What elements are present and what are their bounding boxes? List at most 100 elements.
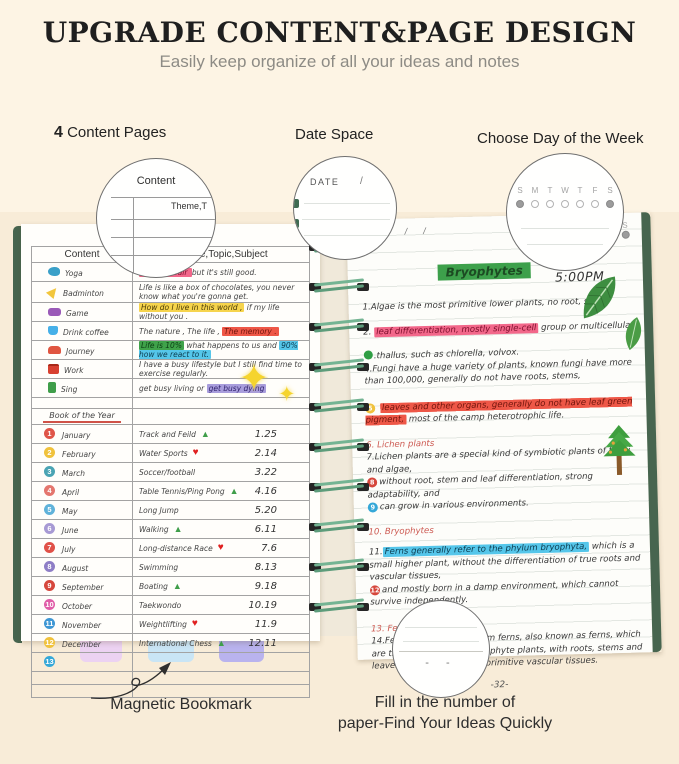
day-dot	[576, 200, 584, 208]
content-pages-text: Content Pages	[62, 124, 167, 141]
month-name: August	[62, 564, 89, 573]
spiral-ring	[306, 558, 372, 574]
month-row: 3 March Soccer/football 3.22	[31, 462, 310, 482]
month-name: March	[62, 469, 86, 478]
theme-text: what happens to us and	[183, 341, 280, 351]
month-activity: Walking	[139, 524, 169, 534]
month-number-badge: 10	[44, 599, 55, 611]
month-date: 3.22	[254, 466, 277, 478]
left-page: Content Content Theme,Topic,Subject Yoga…	[21, 224, 320, 698]
theme-text: I have a busy lifestyle but I still find…	[139, 360, 302, 378]
spiral-ring	[306, 278, 372, 294]
heart-mark: ♥	[192, 447, 199, 458]
month-date: 4.16	[254, 485, 277, 497]
theme-text: but it's still good.	[191, 267, 257, 277]
content-pages-count: 4	[54, 124, 63, 141]
month-name: July	[62, 545, 76, 554]
month-date: 2.14	[254, 447, 277, 459]
day-dot-filled	[621, 230, 630, 239]
book-of-year-heading: Book of the Year	[43, 411, 121, 423]
month-name: February	[62, 450, 96, 459]
activity-name: Work	[64, 366, 84, 375]
month-activity: Boating	[139, 581, 168, 591]
fill-line-2: paper-Find Your Ideas Quickly	[337, 715, 553, 732]
month-activity: Table Tennis/Ping Pong	[139, 486, 225, 496]
microphone-icon	[48, 382, 56, 394]
date-slash: /	[423, 225, 426, 237]
month-name: December	[62, 640, 101, 649]
empty-row	[31, 671, 310, 685]
month-activity: Swimming	[139, 562, 179, 572]
month-row: 11 November Weightlifting ♥ 11.9	[31, 614, 310, 634]
blank-page-number: - -	[425, 657, 457, 669]
month-activity: Weightlifting	[139, 619, 187, 629]
month-name: September	[62, 583, 104, 592]
heart-mark: ♥	[191, 618, 198, 629]
note-section-heading: 10. Bryophytes	[368, 525, 434, 538]
weekday-letter: F	[592, 186, 598, 195]
theme-text: The nature , The life ,	[139, 326, 223, 336]
spiral-ring	[306, 318, 372, 334]
activity-row: Badminton Life is like a box of chocolat…	[31, 281, 310, 303]
heart-mark: ♥	[217, 542, 224, 553]
month-date: 10.19	[248, 599, 277, 611]
day-dot-filled	[606, 200, 614, 208]
triangle-mark: ▲	[200, 428, 210, 439]
weekday-letter: S	[517, 186, 523, 195]
weekday-letter: M	[531, 186, 539, 195]
triangle-mark: ▲	[172, 580, 182, 591]
triangle-mark: ▲	[216, 637, 226, 648]
theme-text: if my life without you .	[139, 303, 280, 321]
month-row: 6 June Walking ▲ 6.11	[31, 519, 310, 539]
weekday-letter: S	[607, 186, 613, 195]
month-activity: Soccer/football	[139, 467, 196, 477]
tree-sticker	[603, 424, 636, 476]
month-name: November	[62, 621, 102, 630]
sparkle-sticker: ✦	[278, 383, 296, 406]
month-activity: Taekwondo	[139, 600, 182, 610]
magnified-theme-partial: Theme,T	[170, 201, 207, 211]
label-content-pages: 4 Content Pages	[54, 124, 166, 142]
month-number-badge: 7	[44, 542, 55, 554]
weekday-letter: T	[577, 186, 583, 195]
triangle-mark: ▲	[229, 485, 239, 496]
spiral-binding	[306, 238, 372, 636]
day-dot-filled	[516, 200, 524, 208]
month-row: 1 January Track and Feild ▲ 1.25	[31, 424, 310, 444]
leaf-sticker	[625, 317, 642, 351]
month-date: 8.13	[254, 561, 277, 573]
activity-name: Drink coffee	[63, 328, 109, 337]
highlight-yellow: How do I live in this world ,	[139, 303, 245, 312]
month-activity: International Chess	[139, 638, 212, 648]
magnified-weekday-dots	[507, 200, 623, 208]
weekday-letter: T	[547, 186, 553, 195]
label-magnetic-bookmark: Magnetic Bookmark	[110, 696, 252, 713]
note-title-highlighted: Bryophytes	[437, 262, 531, 281]
highlight-pink: leaf differentiation, mostly single-cell	[374, 322, 539, 337]
month-number-badge: 11	[44, 618, 55, 630]
month-number-badge: 5	[44, 504, 55, 516]
game-icon	[48, 307, 61, 316]
month-row: 10 October Taekwondo 10.19	[31, 595, 310, 615]
month-number-badge: 13	[44, 656, 55, 668]
activity-row: Game How do I live in this world , if my…	[31, 302, 310, 322]
month-name: April	[62, 488, 80, 497]
spiral-fragment	[294, 199, 299, 208]
fill-line-1: Fill in the number of	[374, 694, 516, 711]
month-row: 12 December International Chess ▲ 12.11	[31, 633, 310, 653]
month-date: 11.9	[254, 618, 277, 630]
spiral-ring	[306, 438, 372, 454]
magnifier-date-space: DATE /	[293, 156, 397, 260]
activity-row: Journey Life is 10% what happens to us a…	[31, 340, 310, 360]
activity-name: Yoga	[65, 269, 83, 278]
month-number-badge: 12	[44, 637, 55, 649]
triangle-mark: ▲	[173, 523, 183, 534]
magnified-content-heading: Content	[136, 175, 176, 187]
spiral-ring	[306, 398, 372, 414]
empty-row	[31, 684, 310, 698]
day-dot	[531, 200, 539, 208]
activity-row: Drink coffee The nature , The life , The…	[31, 321, 310, 341]
theme-text: get busy living or	[139, 383, 207, 393]
page-title: UPGRADE CONTENT&PAGE DESIGN	[42, 16, 637, 49]
month-row: 8 August Swimming 8.13	[31, 557, 310, 577]
